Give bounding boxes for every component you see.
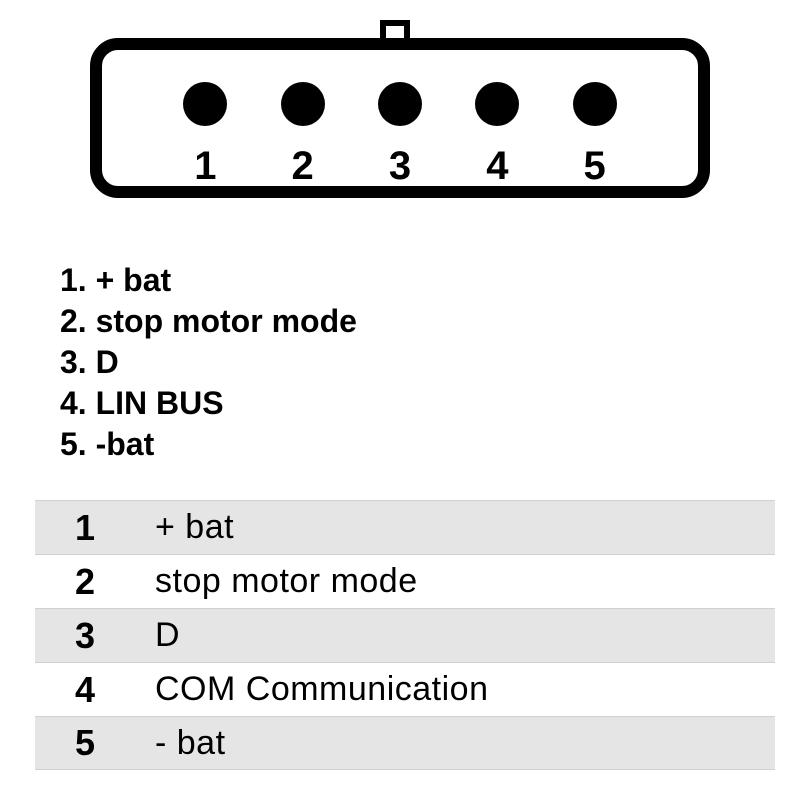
pin-number-label: 3: [389, 144, 411, 189]
table-cell-desc: COM Communication: [135, 670, 488, 709]
table-cell-desc: D: [135, 616, 180, 655]
legend-item: 4. LIN BUS: [60, 383, 560, 424]
pin-number-label: 4: [486, 144, 508, 189]
table-row: 3 D: [35, 608, 775, 662]
pin-circle-icon: [378, 82, 422, 126]
pin-2: 2: [281, 82, 325, 189]
pin-number-label: 1: [194, 144, 216, 189]
legend-item: 5. -bat: [60, 424, 560, 465]
pin-number-label: 2: [292, 144, 314, 189]
pin-circle-icon: [183, 82, 227, 126]
pin-circle-icon: [281, 82, 325, 126]
table-cell-num: 5: [35, 722, 135, 764]
pin-table: 1 + bat 2 stop motor mode 3 D 4 COM Comm…: [35, 500, 775, 770]
legend-list: 1. + bat 2. stop motor mode 3. D 4. LIN …: [60, 260, 560, 465]
table-cell-num: 3: [35, 615, 135, 657]
legend-item: 1. + bat: [60, 260, 560, 301]
pin-3: 3: [378, 82, 422, 189]
table-cell-desc: stop motor mode: [135, 562, 418, 601]
table-cell-num: 2: [35, 561, 135, 603]
table-row: 2 stop motor mode: [35, 554, 775, 608]
pin-number-label: 5: [584, 144, 606, 189]
pin-4: 4: [475, 82, 519, 189]
legend-item: 2. stop motor mode: [60, 301, 560, 342]
legend-item: 3. D: [60, 342, 560, 383]
table-cell-num: 1: [35, 507, 135, 549]
table-cell-desc: + bat: [135, 508, 234, 547]
pin-circle-icon: [573, 82, 617, 126]
pins-row: 1 2 3 4 5: [90, 82, 710, 189]
pin-1: 1: [183, 82, 227, 189]
table-row: 1 + bat: [35, 500, 775, 554]
connector-tab: [380, 20, 410, 40]
table-row: 4 COM Communication: [35, 662, 775, 716]
pin-5: 5: [573, 82, 617, 189]
connector-diagram: 1 2 3 4 5: [90, 20, 710, 250]
table-cell-desc: - bat: [135, 724, 226, 763]
table-row: 5 - bat: [35, 716, 775, 770]
table-cell-num: 4: [35, 669, 135, 711]
pin-circle-icon: [475, 82, 519, 126]
